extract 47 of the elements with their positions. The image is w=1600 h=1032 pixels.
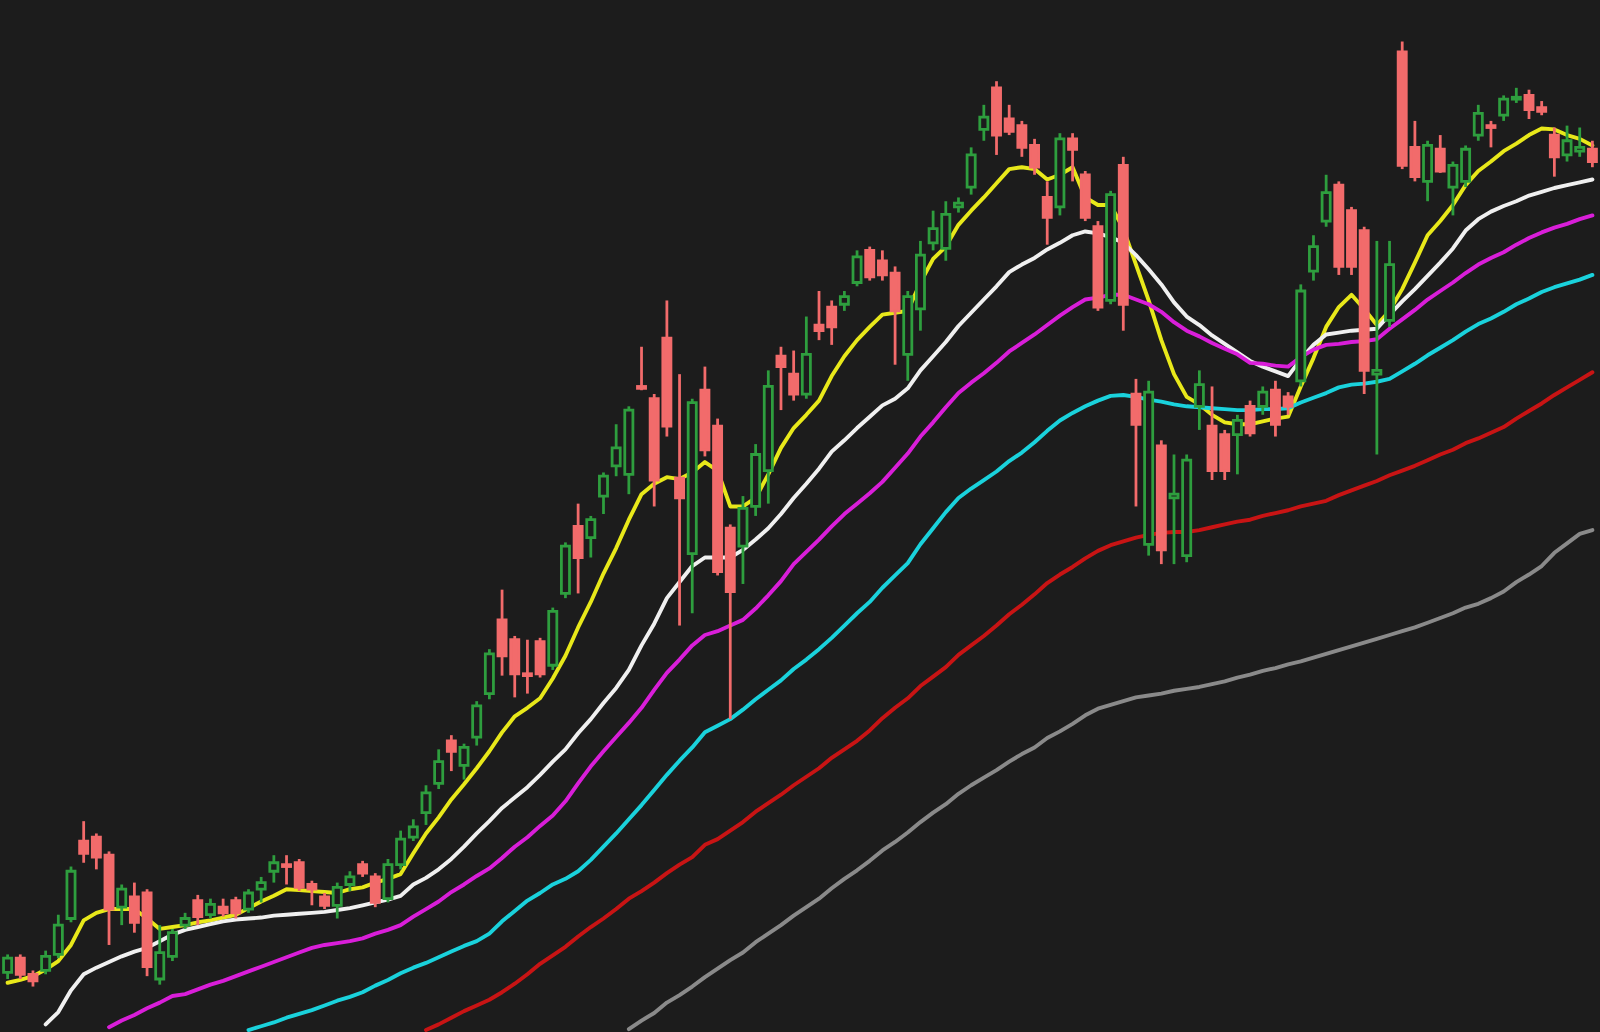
candlestick [2, 953, 14, 981]
candlestick [1130, 377, 1142, 508]
candlestick [1548, 126, 1560, 179]
candlestick [445, 733, 457, 773]
candlestick [1371, 239, 1383, 456]
candlestick [978, 103, 990, 143]
candlestick [636, 345, 647, 392]
candlestick [838, 289, 850, 313]
candlestick [243, 887, 254, 915]
candlestick [788, 349, 800, 403]
candlestick [800, 315, 812, 401]
candlestick [268, 853, 280, 884]
candlestick [572, 502, 584, 595]
candlestick [1472, 103, 1484, 143]
candlestick [65, 865, 77, 924]
candlestick [1485, 119, 1497, 149]
candlestick [471, 699, 483, 747]
candlestick [560, 541, 571, 600]
candlestick [433, 747, 445, 791]
candlestick [965, 145, 977, 196]
candlestick [851, 248, 863, 288]
candlestick [598, 471, 609, 516]
candlestick [1079, 169, 1091, 223]
candlestick [1308, 233, 1319, 282]
candlestick [420, 783, 432, 827]
candlestick [192, 893, 204, 927]
candlestick [1434, 133, 1446, 175]
candlestick [369, 871, 381, 909]
candlestick [344, 869, 356, 893]
candlestick [585, 514, 597, 559]
candlestick [331, 881, 343, 920]
candlestick [775, 345, 787, 412]
candlestick [1586, 139, 1598, 169]
candlestick [1244, 399, 1256, 438]
candlestick [458, 742, 470, 781]
candlestick [1231, 413, 1243, 476]
candlestick [116, 883, 128, 927]
candlestick [255, 875, 267, 904]
candlestick [1320, 173, 1332, 229]
candlestick [1257, 385, 1269, 417]
candlestick [1067, 131, 1079, 183]
candlestick [483, 647, 495, 701]
candlestick [205, 897, 216, 920]
candlestick [1041, 179, 1053, 247]
candlestick [1193, 369, 1205, 432]
candlestick [1422, 139, 1434, 203]
candlestick [674, 372, 685, 627]
